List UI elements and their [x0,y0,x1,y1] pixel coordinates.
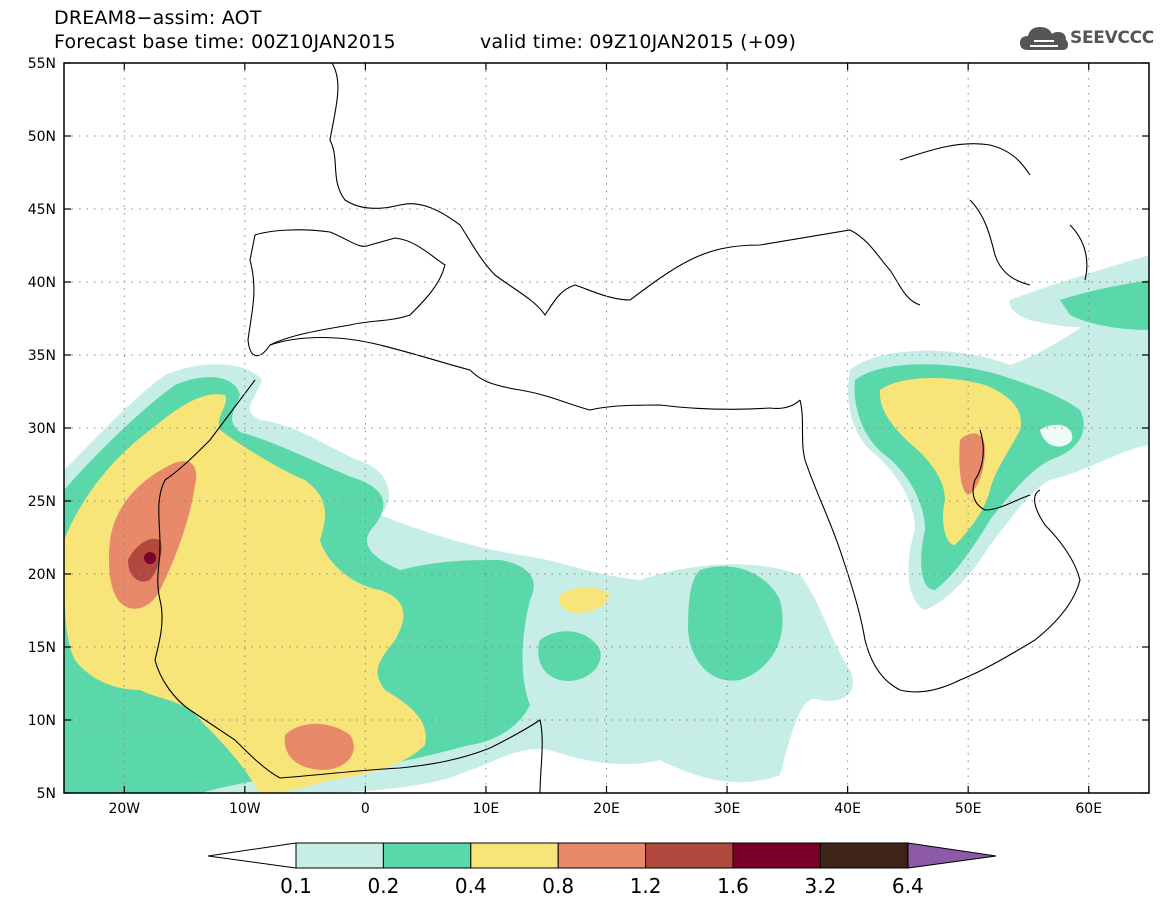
colorbar-tick-label: 0.1 [280,874,312,898]
longitude-labels: 20W 10W 0 10E 20E 30E 40E 50E 60E [108,801,1102,817]
lat-label: 25N [28,494,56,510]
colorbar-swatch [732,842,821,869]
map-subtitle: Forecast base time: 00Z10JAN2015 valid ti… [54,31,796,53]
valid-time: valid time: 09Z10JAN2015 (+09) [480,31,797,53]
colorbar-swatch [295,842,384,869]
colorbar: 0.1 0.2 0.4 0.8 1.2 1.6 3.2 6.4 [207,842,997,898]
lon-label: 10E [473,801,500,817]
lat-label: 35N [28,348,56,364]
colorbar-above-arrow [907,842,997,869]
cloud-icon [1020,27,1068,50]
colorbar-tick-label: 1.2 [630,874,662,898]
lat-label: 55N [28,56,56,72]
west-africa-plume [64,364,854,793]
lat-label: 40N [28,275,56,291]
lon-label: 30E [714,801,741,817]
coastlines [154,63,1088,793]
colorbar-swatch [470,842,559,869]
colorbar-tick-label: 3.2 [804,874,836,898]
aot-contour-fields [64,255,1149,793]
colorbar-swatch [645,842,734,869]
base-time: Forecast base time: 00Z10JAN2015 [54,31,396,53]
colorbar-swatch [557,842,647,869]
seevccc-logo: SEEVCCC [1018,22,1158,56]
lon-label: 40E [834,801,861,817]
lat-label: 15N [28,640,56,656]
colorbar-tick-label: 0.8 [542,874,574,898]
colorbar-tick-label: 0.2 [367,874,399,898]
lat-label: 10N [28,713,56,729]
logo-text: SEEVCCC [1070,28,1154,48]
colorbar-tick-label: 6.4 [892,874,924,898]
colorbar-below-arrow [207,842,297,869]
lat-label: 45N [28,202,56,218]
colorbar-tick-label: 1.6 [717,874,749,898]
lat-label: 30N [28,421,56,437]
lat-label: 20N [28,567,56,583]
tick-marks [64,62,1149,794]
lon-label: 20E [593,801,620,817]
lon-label: 60E [1075,801,1102,817]
lon-label: 20W [108,801,140,817]
lat-label: 5N [37,786,56,802]
gulf-plume [848,255,1149,610]
lon-label: 10W [229,801,261,817]
latitude-labels: 55N 50N 45N 40N 35N 30N 25N 20N 15N 10N 5N [28,56,56,802]
lat-label: 50N [28,129,56,145]
lon-label: 0 [361,801,370,817]
map-title: DREAM8−assim: AOT [54,7,262,29]
lon-label: 50E [955,801,982,817]
colorbar-swatch [819,842,909,869]
gridlines [64,63,1149,793]
colorbar-tick-label: 0.4 [455,874,487,898]
colorbar-swatch [382,842,472,869]
